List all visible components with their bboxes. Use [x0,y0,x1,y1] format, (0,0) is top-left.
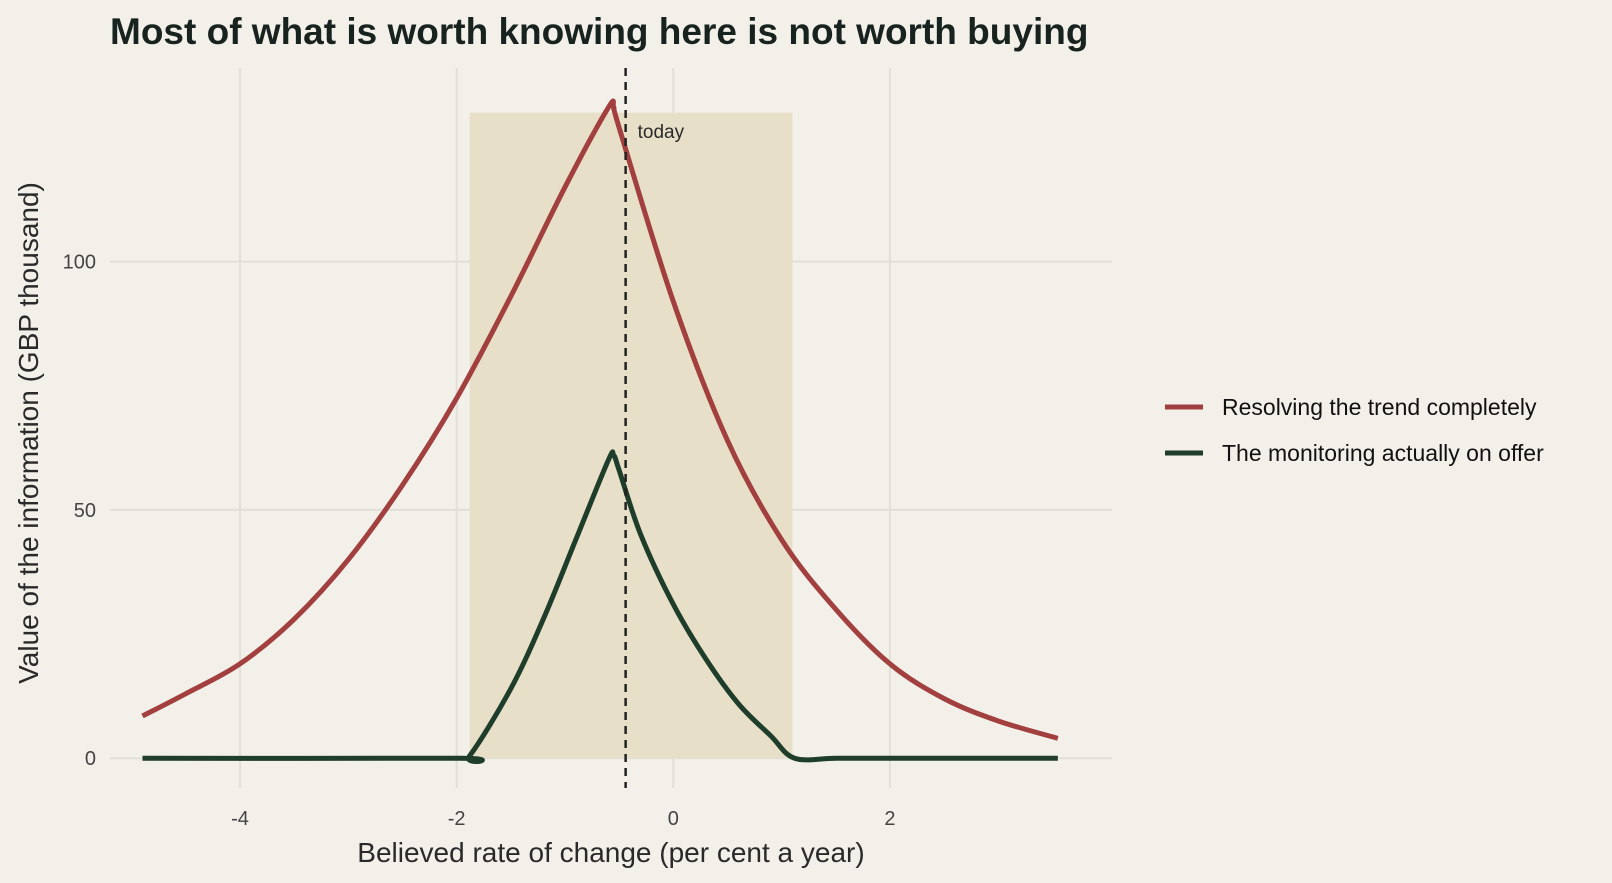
legend-label: The monitoring actually on offer [1222,440,1544,466]
x-tick-label: 2 [884,808,895,830]
legend: Resolving the trend completely The monito… [1165,394,1544,466]
series-line-resolving-trend [141,98,1059,741]
x-axis-title: Believed rate of change (per cent a year… [357,837,864,868]
chart-title: Most of what is worth knowing here is no… [110,11,1088,52]
x-tick-label: 0 [668,808,679,830]
y-tick-label: 0 [85,748,96,770]
y-tick-label: 50 [74,500,96,522]
today-label: today [638,122,685,143]
y-tick-label: 100 [63,252,96,274]
x-tick-label: -4 [231,808,249,830]
tick-labels: -4 -2 0 2 0 50 100 [63,252,896,830]
shaded-band-layer [469,112,793,759]
legend-label: Resolving the trend completely [1222,394,1537,420]
reference-line-layer: today [624,68,685,788]
series-line-monitoring-offer [142,449,1058,764]
shaded-band [469,112,793,759]
y-axis-title: Value of the information (GBP thousand) [13,182,44,684]
series-layer [141,98,1059,764]
x-tick-label: -2 [448,808,466,830]
